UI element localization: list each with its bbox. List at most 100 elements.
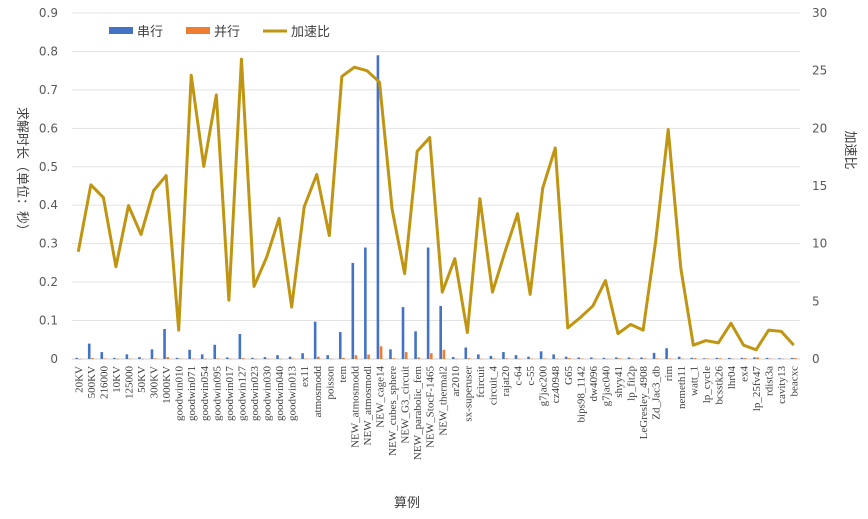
- bar-serial: [577, 357, 581, 359]
- x-category-label: goodwin127: [236, 366, 248, 422]
- bar-parallel: [128, 358, 132, 360]
- x-category-label: goodwin054: [199, 366, 211, 422]
- bar-parallel: [655, 358, 659, 359]
- y-left-tick-label: 0.6: [39, 121, 58, 135]
- x-category-label: nemeth11: [676, 366, 688, 409]
- bar-serial: [276, 355, 279, 359]
- x-category-label: 1000KV: [161, 366, 173, 404]
- bar-serial: [338, 332, 342, 359]
- x-category-label: 216000: [98, 366, 110, 400]
- y-axis-right: 0 5 10 15 20 25 30: [812, 6, 827, 366]
- x-axis-categories: 20KV 500KV 216000 10KV 125000 50KV 300KV 1000KV…: [73, 366, 800, 461]
- x-category-label: circuit_4: [487, 366, 499, 406]
- x-category-label: Zd_Jac3_db: [651, 366, 663, 420]
- x-category-label: rajat20: [500, 366, 512, 397]
- bar-serial: [439, 305, 442, 359]
- bar-serial: [389, 349, 392, 359]
- x-category-label: NEW_thermal2: [437, 366, 449, 436]
- bar-parallel: [191, 358, 195, 360]
- x-category-label: sx-superuser: [462, 366, 474, 422]
- legend-label-speedup: 加速比: [291, 25, 330, 40]
- bar-parallel: [756, 357, 759, 359]
- bar-parallel: [618, 358, 621, 359]
- bar-parallel: [430, 353, 433, 359]
- y-right-tick-label: 15: [812, 179, 827, 193]
- bar-parallel: [392, 358, 395, 359]
- bar-serial: [790, 357, 794, 359]
- x-category-label: c-64: [513, 366, 525, 386]
- bar-parallel: [304, 358, 308, 360]
- x-category-label: bcsstk26: [713, 366, 725, 405]
- bar-serial: [615, 357, 618, 359]
- bar-parallel: [555, 358, 559, 360]
- x-category-label: lp_cycle: [701, 366, 713, 403]
- speedup-line: [76, 57, 795, 352]
- bar-serial: [527, 356, 530, 359]
- bar-serial: [301, 353, 304, 359]
- x-category-label: c-55: [525, 366, 537, 386]
- x-category-label: 500KV: [86, 366, 98, 398]
- bar-parallel: [718, 358, 722, 359]
- x-category-label: LeGresley_4908: [638, 366, 650, 440]
- y-axis-right-title: 加速比: [842, 130, 857, 169]
- x-category-label: ar2010: [450, 366, 462, 397]
- bar-parallel: [542, 358, 546, 359]
- x-category-label: goodwin017: [224, 366, 236, 422]
- x-category-label: 50KV: [136, 366, 148, 393]
- bar-parallel: [605, 358, 609, 360]
- legend-label-serial: 串行: [137, 25, 163, 40]
- y-right-tick-label: 30: [812, 6, 827, 20]
- bar-serial: [225, 357, 229, 359]
- bar-parallel: [643, 358, 647, 359]
- bar-parallel: [342, 357, 345, 359]
- bar-serial: [728, 357, 731, 359]
- x-category-label: ex11: [299, 366, 311, 387]
- bar-serial: [87, 343, 91, 359]
- bar-parallel: [781, 358, 785, 360]
- y-left-tick-label: 0.7: [39, 83, 58, 97]
- y-left-tick-label: 0.1: [39, 314, 58, 328]
- bar-serial: [351, 262, 355, 359]
- bar-serial: [113, 357, 116, 359]
- bar-parallel: [706, 358, 709, 360]
- x-category-label: lhr04: [726, 366, 738, 390]
- bar-serial: [702, 358, 706, 359]
- x-category-label: NEW_atmosmodl: [362, 366, 374, 445]
- bar-serial: [652, 352, 656, 359]
- legend: 串行 并行 加速比: [109, 25, 330, 40]
- y-right-tick-label: 25: [812, 64, 827, 78]
- x-category-label: goodwin095: [211, 366, 223, 422]
- bar-serial: [175, 357, 179, 359]
- bar-parallel: [568, 358, 571, 359]
- bar-serial: [564, 356, 568, 359]
- bar-serial: [414, 331, 417, 359]
- x-category-label: watt_1: [688, 366, 700, 396]
- y-left-tick-label: 0.5: [39, 160, 58, 174]
- bar-parallel: [580, 358, 584, 360]
- x-category-label: goodwin040: [274, 366, 286, 422]
- bar-serial: [451, 357, 455, 359]
- bar-parallel: [141, 358, 144, 360]
- x-category-label: fcircuit: [475, 366, 487, 398]
- y-right-tick-label: 0: [812, 352, 820, 366]
- y-right-tick-label: 10: [812, 237, 827, 251]
- bar-serial: [364, 247, 367, 359]
- bar-serial: [326, 355, 330, 359]
- bar-serial: [125, 354, 129, 359]
- x-category-label: goodwin023: [249, 366, 261, 422]
- bar-serial: [100, 352, 104, 359]
- bar-parallel: [593, 358, 596, 360]
- x-category-label: NEW_atmosmodd: [349, 366, 361, 448]
- bar-serial: [251, 357, 254, 359]
- legend-label-parallel: 并行: [214, 25, 240, 40]
- x-category-label: NEW_cage14: [375, 366, 387, 428]
- bar-parallel: [668, 358, 672, 359]
- x-category-label: 20KV: [73, 366, 85, 393]
- bar-parallel: [731, 358, 734, 360]
- x-category-label: goodwin010: [174, 366, 186, 422]
- bar-serial: [477, 354, 480, 359]
- bar-parallel: [166, 357, 170, 359]
- x-category-label: 125000: [123, 366, 135, 400]
- x-category-label: lp_fit2p: [626, 366, 638, 401]
